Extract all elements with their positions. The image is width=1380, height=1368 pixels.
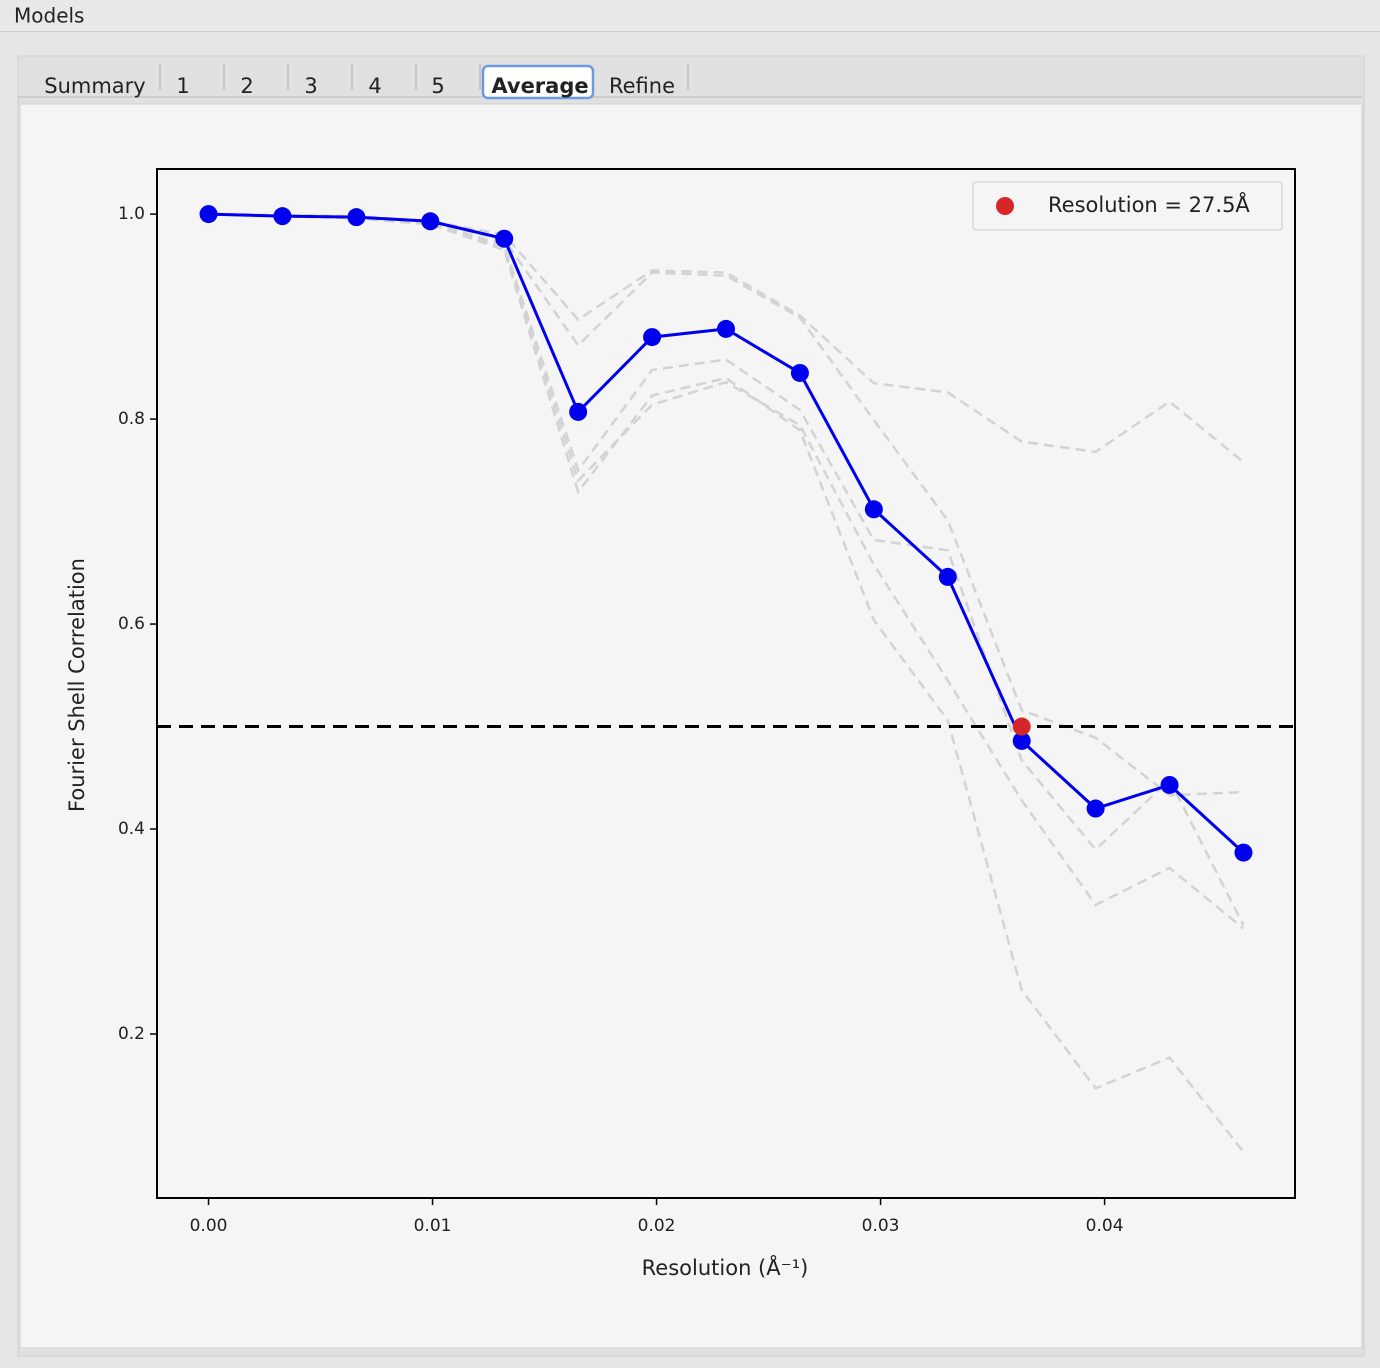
window-title: Models (14, 4, 84, 28)
reference-curve (208, 212, 1245, 930)
y-tick-label: 0.6 (118, 614, 145, 634)
reference-curve (208, 212, 1245, 926)
data-point (790, 363, 809, 382)
plot-area (156, 168, 1296, 1199)
data-point (347, 208, 366, 227)
legend-marker (996, 197, 1014, 215)
data-point (717, 319, 735, 338)
data-point (643, 328, 662, 347)
x-tick-label: 0.01 (414, 1216, 452, 1236)
tab[interactable]: Average (491, 74, 588, 98)
y-tick-label: 0.8 (118, 409, 145, 429)
tab[interactable]: Refine (609, 74, 675, 98)
data-point (1160, 775, 1179, 794)
tab[interactable]: 4 (368, 74, 381, 98)
tab[interactable]: 3 (304, 74, 317, 98)
data-point (1086, 799, 1105, 818)
tab[interactable]: 5 (431, 74, 444, 98)
legend-label: Resolution = 27.5Å (1048, 191, 1250, 217)
data-point (864, 500, 883, 519)
tab[interactable]: Summary (44, 74, 145, 98)
data-point (1234, 843, 1253, 862)
title-bar (0, 0, 1380, 32)
legend-box (972, 181, 1283, 231)
tab[interactable]: 2 (240, 74, 253, 98)
x-tick-label: 0.00 (190, 1216, 228, 1236)
data-point (938, 567, 957, 586)
data-point (569, 402, 588, 421)
x-axis-label: Resolution (Å⁻¹) (642, 1254, 809, 1280)
x-tick-label: 0.03 (862, 1216, 900, 1236)
tab-selected-frame[interactable] (481, 64, 595, 100)
y-tick-label: 0.2 (118, 1024, 145, 1044)
y-tick-label: 0.4 (118, 819, 145, 839)
tab[interactable]: 1 (176, 74, 189, 98)
x-tick-label: 0.02 (638, 1216, 676, 1236)
data-point (495, 229, 514, 248)
data-point (1012, 731, 1031, 750)
data-point (421, 212, 440, 231)
resolution-point (1012, 717, 1031, 736)
x-tick-label: 0.04 (1086, 1216, 1124, 1236)
y-axis-label: Fourier Shell Correlation (65, 558, 89, 812)
data-point (199, 205, 218, 224)
y-tick-label: 1.0 (118, 204, 145, 224)
data-point (273, 207, 292, 226)
